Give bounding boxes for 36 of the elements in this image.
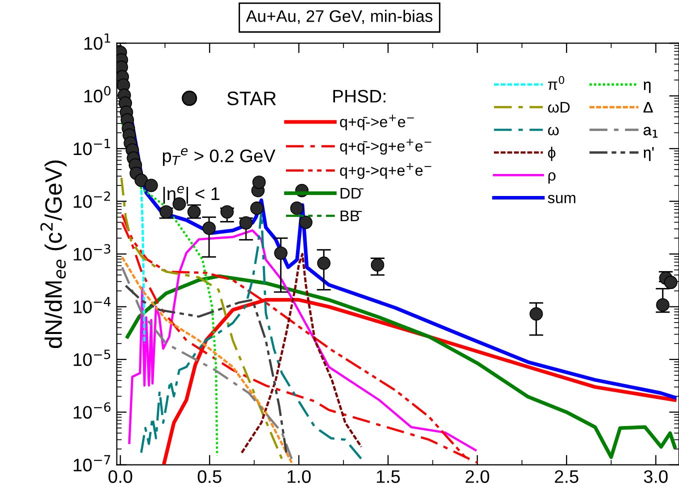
x-tick-label: 2.5 [554,470,578,483]
y-tick-label: 10$^{−1}$ [74,138,110,156]
x-tick-label: 0.5 [198,470,222,483]
y-tick-label: 10$^{−3}$ [74,244,110,261]
annotation: p$_{T}$$^{e}$ > 0.2 GeV [162,148,276,166]
legend-label: q+q̄->e$^{+}$e$^{−}$ [340,114,414,130]
y-tick-label: 10$^{−7}$ [74,455,110,472]
legend-label: η [644,82,651,94]
y-tick-label: 10$^{−2}$ [74,191,110,208]
legend-label: DD̄ [340,188,364,199]
legend-label: ωD [548,102,570,113]
legend-label: ω [548,126,559,136]
legend-label: ρ [548,172,556,184]
legend-label: STAR [227,92,276,106]
y-tick-label: 10$^{0}$ [84,86,110,102]
legend-label: sum [548,194,576,204]
legend-label: ϕ [548,146,556,161]
y-tick-label: 10$^{−6}$ [74,402,110,419]
y-axis-title: dN/dM$_{ee}$ (c$^{2}$/GeV) [40,160,67,348]
y-tick-label: 10$^{1}$ [84,33,110,50]
legend-title: PHSD: [333,90,386,103]
y-tick-label: 10$^{−4}$ [74,297,111,314]
legend-label: π$^{0}$ [548,76,564,90]
x-tick-label: 3.0 [644,470,668,483]
legend-label: a$_{1}$ [644,126,658,138]
chart-title: Au+Au, 27 GeV, min-bias [246,10,432,24]
x-tick-label: 1.0 [288,470,311,483]
legend-label: q+g->q+e$^{+}$e$^{−}$ [340,163,432,179]
legend-label: Δ [643,102,653,113]
x-tick-label: 0.0 [108,470,132,483]
legend-label: q+q̄->g+e$^{+}$e$^{−}$ [340,138,432,155]
legend-label: BB̄ [340,210,362,222]
y-tick-label: 10$^{−5}$ [74,350,110,366]
legend-label: η' [644,147,654,161]
x-tick-label: 2.0 [466,470,490,483]
x-tick-label: 1.5 [376,470,400,483]
